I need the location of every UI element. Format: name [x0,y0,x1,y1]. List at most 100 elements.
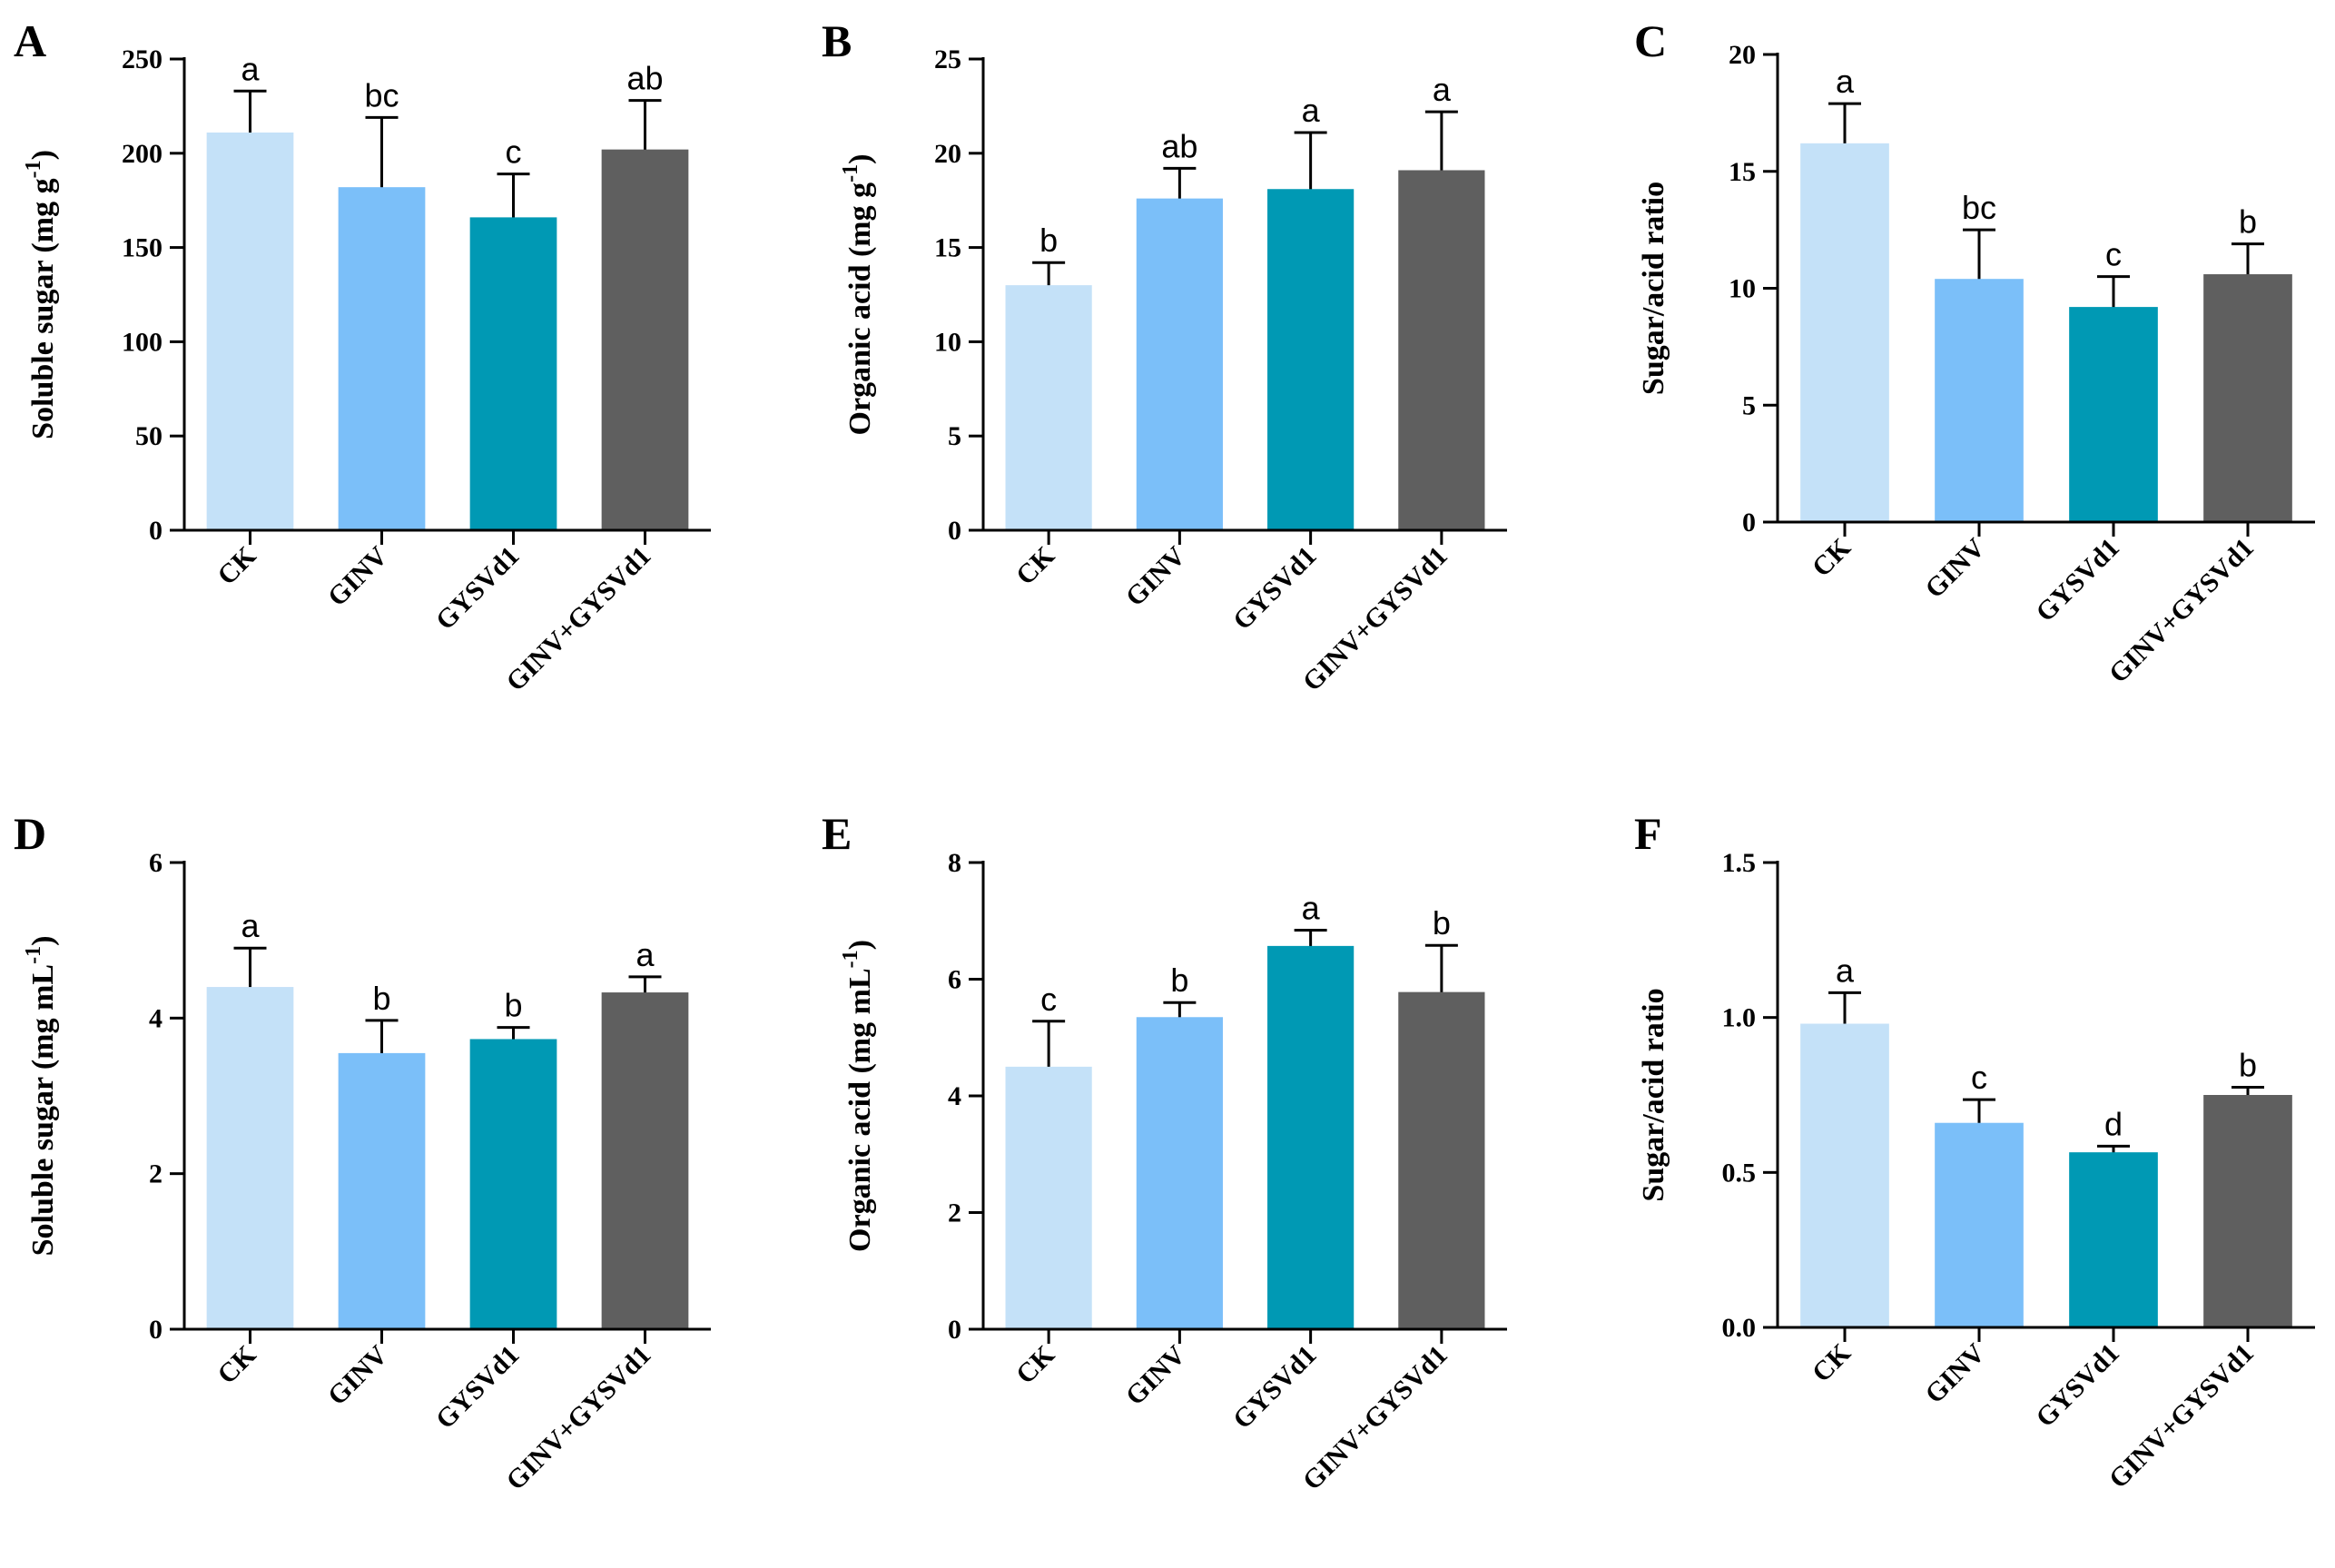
bar-c-1 [1800,143,1889,521]
y-tick-label: 0.5 [1722,1158,1757,1188]
y-axis-title-text: Sugar/acid ratio [1637,182,1670,395]
y-tick-label: 100 [122,327,163,357]
bar-b-3 [1267,189,1355,529]
y-tick-label: 5 [1742,390,1756,420]
x-tick-label: CK [1010,1339,1061,1390]
bar-f-4 [2203,1095,2292,1326]
x-tick-label: GINV [1120,540,1192,612]
x-tick-label: GYSVd1 [2030,533,2125,628]
y-tick-label: 0 [149,516,163,546]
panel-b: B Organic acid (mg g-1) 0 5 10 15 20 25 b CK ab GIN… [822,15,1507,697]
panel-f: F Sugar/acid ratio 0.0 0.5 1.0 1.5 a CK c GINV d GY… [1634,808,2315,1494]
y-axis-title-sup: -1 [22,160,45,178]
significance-label: ab [626,60,663,97]
y-axis-title-sup: -1 [22,946,45,964]
bar-e-1 [1005,1066,1092,1328]
significance-label: b [504,987,522,1024]
x-tick-label: GINV [1919,1337,1991,1409]
y-axis-title-text: Soluble sugar (mg g [26,178,60,439]
y-axis-title-text: Sugar/acid ratio [1637,988,1670,1201]
x-tick-label: GYSVd1 [430,1340,526,1435]
significance-label: bc [364,76,399,113]
significance-label: b [1433,904,1451,942]
panel-label-e: E [822,808,852,859]
y-axis-title-e: Organic acid (mg mL-1) [839,940,877,1252]
x-tick-label: GINV+GYSVd1 [1297,1340,1453,1496]
x-tick-label: GYSVd1 [2030,1338,2125,1434]
significance-label: c [1971,1059,1987,1096]
significance-label: d [2104,1105,2123,1142]
y-axis-title-text: Organic acid (mg g [843,182,877,436]
bar-d-1 [206,987,294,1328]
y-axis-title-end: ) [26,150,60,160]
y-axis-title-sup: -1 [839,950,862,968]
panel-label-a: A [14,15,46,66]
x-tick-label: GINV+GYSVd1 [500,1340,656,1496]
bar-e-2 [1136,1017,1223,1328]
y-tick-label: 4 [948,1081,961,1111]
bar-d-3 [469,1039,557,1328]
y-tick-label: 10 [934,327,961,357]
significance-label: b [2239,1046,2257,1083]
bar-b-2 [1136,198,1223,529]
panel-label-b: B [822,15,852,66]
bar-d-4 [601,992,689,1328]
panel-c: C Sugar/acid ratio 0 5 10 15 20 a CK bc GINV c GYSVd… [1634,15,2315,689]
y-axis-title-text: Organic acid (mg mL [843,968,877,1252]
bar-b-4 [1398,170,1485,529]
bar-a-2 [338,187,426,529]
y-tick-label: 15 [1729,157,1756,187]
significance-label: c [2105,236,2122,273]
y-axis-title-a: Soluble sugar (mg g-1) [22,150,60,439]
panel-d: D Soluble sugar (mg mL-1) 0 2 4 6 a CK b GINV b GYS… [14,808,711,1496]
x-tick-label: GINV [1919,532,1991,604]
significance-label: b [372,980,390,1017]
y-tick-label: 20 [934,139,961,169]
bar-e-4 [1398,991,1485,1328]
significance-label: b [1039,222,1058,259]
y-axis-title-end: ) [843,940,877,950]
significance-label: a [1433,71,1452,108]
y-tick-label: 0 [1742,508,1756,537]
y-tick-label: 0 [149,1315,163,1345]
y-tick-label: 0 [948,516,961,546]
significance-label: c [506,133,522,171]
y-tick-label: 5 [948,421,961,451]
significance-label: a [1836,63,1855,100]
panel-a: A Soluble sugar (mg g-1) 0 50 100 150 200 250 a C… [14,15,711,697]
bar-b-1 [1005,285,1092,529]
bar-f-2 [1935,1122,2024,1326]
y-tick-label: 0.0 [1722,1313,1757,1343]
y-axis-title-f: Sugar/acid ratio [1637,988,1670,1201]
y-tick-label: 6 [948,965,961,995]
y-tick-label: 200 [122,139,163,169]
y-tick-label: 1.0 [1722,1003,1757,1033]
x-tick-label: CK [1010,540,1061,591]
x-tick-label: GINV+GYSVd1 [2103,1338,2260,1494]
y-tick-label: 2 [948,1198,961,1228]
y-tick-label: 2 [149,1159,163,1189]
panel-label-c: C [1634,15,1667,66]
x-tick-label: GINV [322,540,394,612]
y-tick-label: 20 [1729,40,1756,70]
y-tick-label: 6 [149,848,163,878]
bar-e-3 [1267,945,1355,1328]
significance-label: a [635,936,655,973]
significance-label: b [2239,203,2257,241]
bar-d-2 [338,1052,426,1328]
significance-label: bc [1962,189,1996,226]
y-axis-title-text: Soluble sugar (mg mL [26,964,60,1256]
x-tick-label: CK [1807,1337,1857,1388]
significance-label: a [1302,890,1321,927]
y-axis-title-d: Soluble sugar (mg mL-1) [22,936,60,1257]
bar-f-3 [2069,1152,2158,1326]
significance-label: a [241,907,260,944]
significance-label: a [1302,92,1321,129]
y-axis-title-c: Sugar/acid ratio [1637,182,1670,395]
y-tick-label: 25 [934,44,961,74]
bar-c-4 [2203,274,2292,521]
bar-c-3 [2069,307,2158,521]
y-tick-label: 1.5 [1722,848,1757,878]
significance-label: c [1040,981,1057,1018]
